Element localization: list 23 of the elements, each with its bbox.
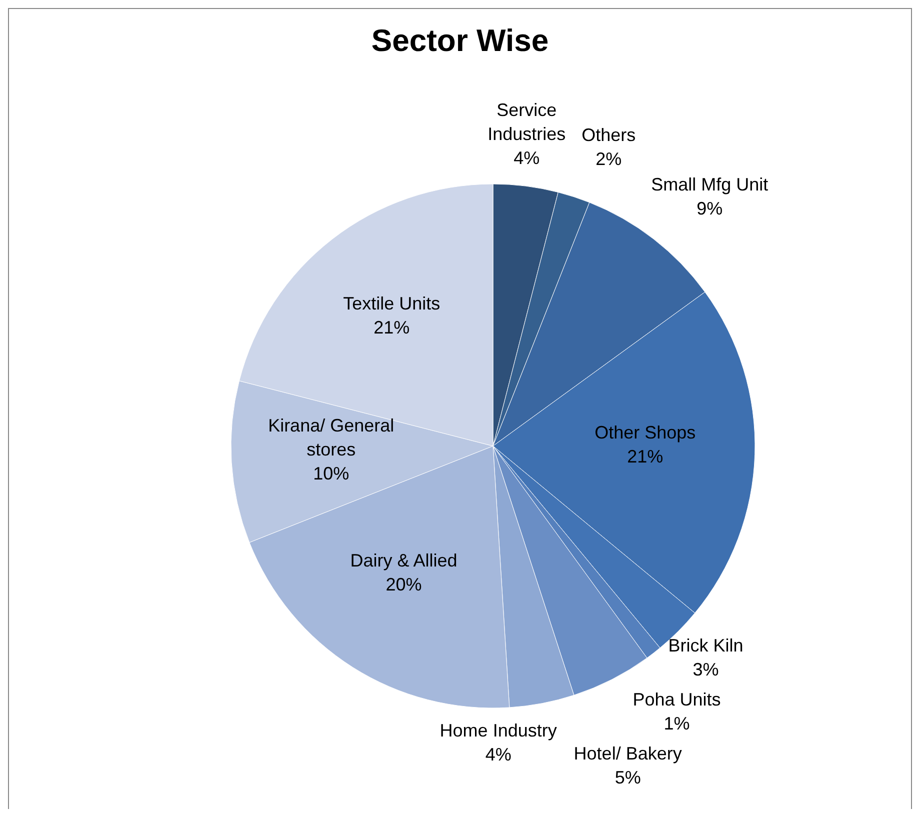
data-label: 21% <box>374 318 410 338</box>
slice-label: Poha Units <box>632 690 721 710</box>
slice-label: Textile Units <box>343 294 440 314</box>
slice-label: Kirana/ General stores <box>268 416 394 460</box>
data-label: 9% <box>696 198 723 218</box>
data-label: 10% <box>313 464 350 484</box>
slice-label: Small Mfg Unit <box>651 174 768 194</box>
chart-title: Sector Wise <box>370 23 550 59</box>
slice-label: Service Industries <box>488 100 566 144</box>
data-label: 2% <box>596 148 622 169</box>
slice-label: Other Shops <box>594 422 696 443</box>
slice-label: Hotel/ Bakery <box>574 744 682 764</box>
data-label: 21% <box>627 446 664 467</box>
data-label: 20% <box>386 574 422 594</box>
data-label: 5% <box>614 768 641 788</box>
data-label: 1% <box>664 714 690 734</box>
data-label: 4% <box>514 148 540 168</box>
slice-label: Brick Kiln <box>668 636 744 656</box>
data-label: 4% <box>485 744 512 764</box>
slice-label: Home Industry <box>440 720 557 740</box>
data-label: 3% <box>692 660 719 680</box>
slice-label: Others <box>582 124 636 145</box>
slice-label: Dairy & Allied <box>350 550 458 570</box>
